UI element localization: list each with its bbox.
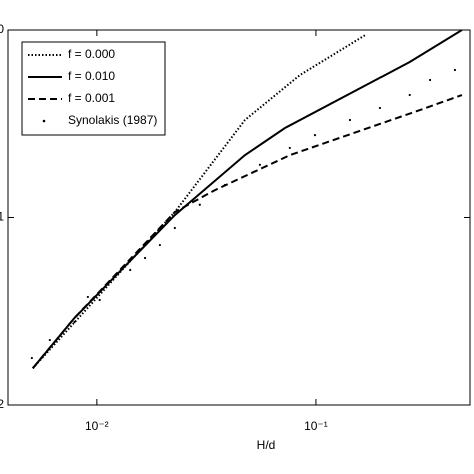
line [32,30,463,369]
x-axis-label: H/d [257,438,276,452]
data-point [158,243,162,247]
legend-marker [42,119,46,123]
data-point [98,298,101,302]
y-tick-label: 0 [0,22,4,36]
data-point [408,93,411,97]
y-tick-label: 2 [0,397,4,411]
data-point [48,338,51,342]
data-point [198,203,201,206]
clip-group [30,30,463,369]
data-point [173,226,176,230]
legend-label: f = 0.001 [68,91,115,105]
data-point [143,256,147,260]
legend-label: f = 0.000 [68,47,115,61]
data-point [129,268,132,272]
data-point [348,118,352,122]
data-point [258,163,262,166]
data-point [378,106,382,110]
legend-label: Synolakis (1987) [68,113,157,127]
data-point [86,295,89,299]
legend-box [21,41,166,136]
data-point [288,146,291,150]
data-point [73,320,76,324]
line [32,94,463,369]
data-point [223,183,226,187]
data-point [453,68,457,72]
x-tick-label: 10⁻² [85,419,109,433]
legend-label: f = 0.010 [68,69,115,83]
data-point [428,78,432,82]
y-tick-label: 1 [0,210,4,224]
data-point [30,356,33,360]
x-tick-label: 10⁻¹ [304,419,328,433]
data-point [313,134,317,137]
